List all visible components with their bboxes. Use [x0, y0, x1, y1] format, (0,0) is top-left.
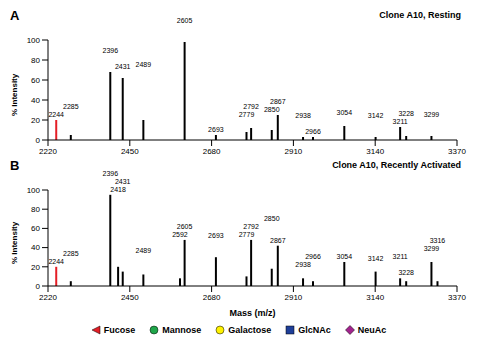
svg-text:2418: 2418: [110, 186, 126, 193]
svg-text:3054: 3054: [337, 253, 353, 260]
svg-text:3142: 3142: [368, 255, 384, 262]
svg-text:100: 100: [27, 36, 41, 45]
svg-text:Mass (m/z): Mass (m/z): [229, 308, 275, 318]
svg-text:2910: 2910: [285, 147, 303, 156]
svg-text:3211: 3211: [393, 118, 408, 125]
svg-text:2431: 2431: [115, 178, 131, 185]
svg-text:2431: 2431: [115, 63, 131, 70]
html-text:B: B: [10, 158, 20, 173]
svg-text:2779: 2779: [239, 231, 255, 238]
html-text:NeuAc: NeuAc: [357, 324, 387, 335]
svg-text:3140: 3140: [366, 147, 384, 156]
svg-text:2450: 2450: [121, 147, 139, 156]
svg-text:2938: 2938: [295, 112, 311, 119]
svg-text:2910: 2910: [285, 293, 303, 302]
svg-text:3299: 3299: [424, 245, 440, 252]
svg-text:2966: 2966: [305, 253, 321, 260]
svg-text:% Intensity: % Intensity: [10, 73, 19, 116]
svg-text:60: 60: [31, 224, 40, 233]
svg-text:3228: 3228: [398, 110, 414, 117]
svg-text:3316: 3316: [430, 237, 446, 244]
svg-text:2693: 2693: [208, 126, 224, 133]
svg-text:2489: 2489: [136, 61, 152, 68]
svg-text:2220: 2220: [39, 147, 57, 156]
svg-text:3142: 3142: [368, 112, 384, 119]
html-text:GlcNAc: GlcNAc: [298, 324, 331, 335]
svg-text:2792: 2792: [243, 223, 259, 230]
svg-text:2693: 2693: [208, 232, 224, 239]
svg-text:0: 0: [36, 136, 41, 145]
svg-text:3370: 3370: [448, 147, 466, 156]
svg-text:2285: 2285: [63, 250, 79, 257]
svg-text:2779: 2779: [239, 111, 255, 118]
svg-text:2680: 2680: [203, 293, 221, 302]
html-text:Clone A10, Recently Activated: Clone A10, Recently Activated: [332, 160, 461, 170]
html-text:Galactose: Galactose: [228, 324, 272, 335]
svg-text:2244: 2244: [48, 111, 64, 118]
svg-text:80: 80: [31, 205, 40, 214]
svg-text:3299: 3299: [424, 111, 440, 118]
svg-text:2850: 2850: [264, 215, 280, 222]
svg-text:2867: 2867: [270, 98, 286, 105]
svg-text:2867: 2867: [270, 237, 286, 244]
svg-text:100: 100: [27, 186, 41, 195]
html-text:A: A: [10, 8, 20, 23]
svg-text:2592: 2592: [172, 231, 188, 238]
svg-text:40: 40: [31, 243, 40, 252]
svg-text:80: 80: [31, 56, 40, 65]
svg-text:20: 20: [31, 116, 40, 125]
svg-text:2285: 2285: [63, 103, 79, 110]
svg-text:2605: 2605: [177, 223, 193, 230]
svg-text:% Intensity: % Intensity: [10, 221, 19, 264]
svg-text:2966: 2966: [305, 128, 321, 135]
html-text:Clone A10, Resting: Clone A10, Resting: [379, 10, 461, 20]
html-text:Mannose: Mannose: [162, 324, 202, 335]
svg-text:3140: 3140: [366, 293, 384, 302]
svg-text:40: 40: [31, 96, 40, 105]
svg-text:3211: 3211: [393, 253, 408, 260]
svg-text:60: 60: [31, 76, 40, 85]
svg-text:2850: 2850: [264, 106, 280, 113]
svg-text:2489: 2489: [136, 247, 152, 254]
svg-text:2680: 2680: [203, 147, 221, 156]
svg-text:20: 20: [31, 263, 40, 272]
svg-text:2450: 2450: [121, 293, 139, 302]
svg-text:3054: 3054: [337, 109, 353, 116]
svg-text:0: 0: [36, 282, 41, 291]
svg-text:2220: 2220: [39, 293, 57, 302]
svg-text:2605: 2605: [177, 17, 193, 24]
svg-text:3370: 3370: [448, 293, 466, 302]
svg-text:2792: 2792: [243, 103, 259, 110]
svg-text:2396: 2396: [102, 47, 118, 54]
html-text:Fucose: Fucose: [103, 324, 136, 335]
svg-text:2938: 2938: [295, 261, 311, 268]
svg-text:2244: 2244: [48, 258, 64, 265]
svg-text:3228: 3228: [398, 269, 414, 276]
svg-text:2396: 2396: [102, 170, 118, 177]
